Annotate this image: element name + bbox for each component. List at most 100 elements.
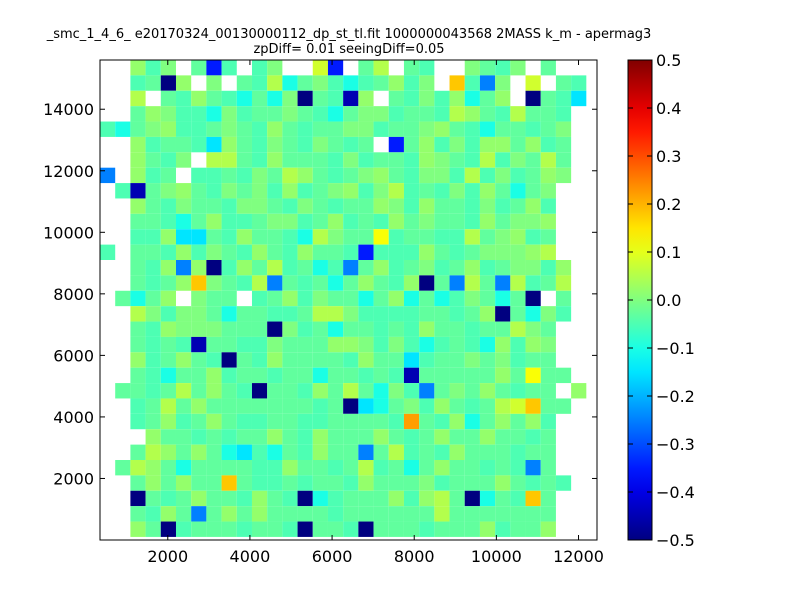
heatmap-cell bbox=[403, 321, 420, 337]
heatmap-cell bbox=[510, 306, 526, 322]
heatmap-cell bbox=[297, 167, 313, 184]
heatmap-cell bbox=[479, 460, 496, 476]
heatmap-cell bbox=[160, 460, 176, 476]
heatmap-cell bbox=[343, 198, 359, 214]
heatmap-cell bbox=[327, 90, 344, 107]
heatmap-cell bbox=[449, 183, 465, 199]
heatmap-cell bbox=[403, 244, 420, 260]
heatmap-cell bbox=[495, 521, 511, 537]
heatmap-cell bbox=[191, 183, 207, 199]
heatmap-cell bbox=[464, 121, 480, 137]
heatmap-cell bbox=[130, 198, 146, 214]
heatmap-cell bbox=[282, 136, 298, 153]
heatmap-cell bbox=[312, 152, 328, 168]
heatmap-cell bbox=[267, 121, 283, 137]
heatmap-cell bbox=[373, 460, 389, 476]
heatmap-cell bbox=[434, 460, 450, 476]
heatmap-cell bbox=[327, 75, 344, 91]
heatmap-cell bbox=[358, 183, 374, 199]
heatmap-cell bbox=[464, 398, 480, 414]
heatmap-cell bbox=[145, 429, 161, 445]
heatmap-cell bbox=[555, 306, 572, 322]
heatmap-cell bbox=[160, 306, 176, 322]
heatmap-cell bbox=[160, 229, 176, 245]
heatmap-cell bbox=[327, 336, 344, 353]
heatmap-cell bbox=[130, 60, 146, 76]
heatmap-cell bbox=[464, 321, 480, 337]
heatmap-cell bbox=[434, 429, 450, 445]
heatmap-cell bbox=[449, 321, 465, 337]
heatmap-cell bbox=[449, 152, 465, 168]
heatmap-cell bbox=[206, 336, 222, 353]
heatmap-cell bbox=[449, 413, 465, 430]
heatmap-cell bbox=[206, 198, 222, 214]
heatmap-cell bbox=[555, 398, 572, 414]
heatmap-cell bbox=[282, 398, 298, 414]
heatmap-cell bbox=[479, 490, 496, 507]
heatmap-cell bbox=[297, 506, 313, 522]
heatmap-cell bbox=[495, 60, 511, 76]
heatmap-cell bbox=[495, 229, 511, 245]
heatmap-cell bbox=[510, 521, 526, 537]
heatmap-cell bbox=[221, 198, 237, 214]
heatmap-cell bbox=[540, 506, 556, 522]
heatmap-cell bbox=[373, 490, 389, 507]
heatmap-cell bbox=[206, 244, 222, 260]
heatmap-cell bbox=[175, 183, 192, 199]
heatmap-cell bbox=[434, 213, 450, 230]
heatmap-cell bbox=[251, 60, 268, 76]
heatmap-cell bbox=[358, 213, 374, 230]
heatmap-cell bbox=[145, 213, 161, 230]
heatmap-cell bbox=[206, 90, 222, 107]
heatmap-cell bbox=[403, 383, 420, 399]
heatmap-cell bbox=[358, 413, 374, 430]
heatmap-cell bbox=[267, 60, 283, 76]
heatmap-cell bbox=[221, 460, 237, 476]
heatmap-cell bbox=[419, 444, 435, 460]
heatmap-cell bbox=[479, 506, 496, 522]
heatmap-cell bbox=[130, 475, 146, 491]
heatmap-cell bbox=[221, 336, 237, 353]
x-tick-label: 12000 bbox=[553, 547, 604, 566]
colorbar-tick-label: 0.1 bbox=[656, 243, 681, 262]
colorbar-tick-label: 0.3 bbox=[656, 147, 681, 166]
heatmap-cell bbox=[160, 290, 176, 307]
heatmap-cell bbox=[343, 229, 359, 245]
heatmap-cell bbox=[358, 121, 374, 137]
heatmap-cell bbox=[343, 460, 359, 476]
heatmap-cell bbox=[525, 398, 541, 414]
heatmap-cell bbox=[236, 490, 252, 507]
heatmap-cell bbox=[312, 383, 328, 399]
heatmap-cell bbox=[403, 413, 420, 430]
heatmap-cell bbox=[419, 521, 435, 537]
heatmap-cell bbox=[327, 490, 344, 507]
heatmap-cell bbox=[510, 321, 526, 337]
heatmap-cell bbox=[343, 490, 359, 507]
heatmap-cell bbox=[206, 306, 222, 322]
heatmap-cell bbox=[297, 275, 313, 291]
heatmap-cell bbox=[130, 260, 146, 276]
heatmap-cell bbox=[145, 367, 161, 384]
heatmap-cell bbox=[358, 336, 374, 353]
heatmap-cell bbox=[312, 183, 328, 199]
heatmap-cell bbox=[206, 367, 222, 384]
heatmap-cell bbox=[297, 183, 313, 199]
heatmap-cell bbox=[373, 383, 389, 399]
heatmap-cell bbox=[130, 290, 146, 307]
heatmap-cell bbox=[312, 290, 328, 307]
heatmap-cell bbox=[191, 460, 207, 476]
heatmap-cell bbox=[464, 213, 480, 230]
heatmap-cell bbox=[206, 106, 222, 122]
heatmap-cell bbox=[267, 429, 283, 445]
heatmap-cell bbox=[206, 321, 222, 337]
heatmap-cell bbox=[343, 444, 359, 460]
heatmap-cell bbox=[403, 398, 420, 414]
heatmap-cell bbox=[221, 383, 237, 399]
heatmap-cell bbox=[175, 383, 192, 399]
heatmap-cell bbox=[297, 213, 313, 230]
heatmap-cell bbox=[175, 136, 192, 153]
heatmap-cell bbox=[327, 367, 344, 384]
heatmap-cell bbox=[510, 398, 526, 414]
heatmap-cell bbox=[495, 367, 511, 384]
heatmap-cell bbox=[525, 213, 541, 230]
